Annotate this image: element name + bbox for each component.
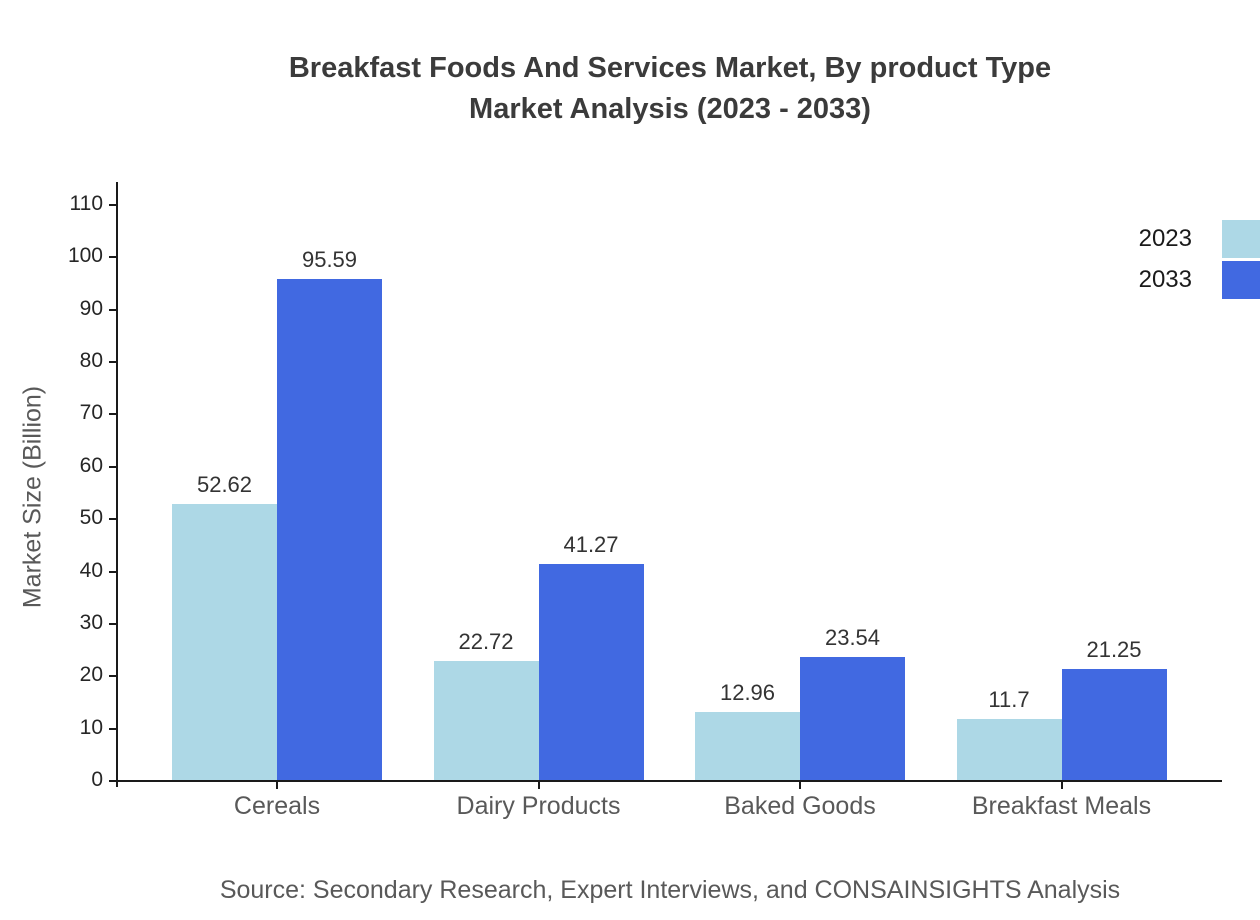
y-axis-tick-label: 100 bbox=[67, 244, 103, 268]
bar-value-label-2023-dairy-products: 22.72 bbox=[458, 629, 514, 655]
x-axis-category-label: Cereals bbox=[233, 792, 321, 820]
y-axis-tick-label: 90 bbox=[79, 296, 103, 320]
legend-item-2033: 2033 bbox=[1139, 261, 1260, 299]
legend: 2023 2033 bbox=[1139, 220, 1260, 299]
y-axis-tick-label: 60 bbox=[79, 453, 103, 477]
chart-title-line-2: Market Analysis (2023 - 2033) bbox=[469, 93, 871, 125]
bar-2023-dairy-products bbox=[433, 661, 539, 780]
y-axis-tick bbox=[109, 465, 116, 468]
y-axis-tick bbox=[109, 518, 116, 521]
chart-title: Breakfast Foods And Services Market, By … bbox=[80, 48, 1260, 130]
bar-2033-baked-goods bbox=[800, 656, 905, 780]
y-axis-tick-label: 50 bbox=[79, 506, 103, 530]
y-axis-tick bbox=[109, 570, 116, 573]
chart-title-line-1: Breakfast Foods And Services Market, By … bbox=[288, 52, 1052, 84]
y-axis-tick bbox=[109, 308, 116, 311]
y-axis-tick-label: 80 bbox=[79, 349, 103, 373]
x-axis-category-label: Breakfast Meals bbox=[971, 792, 1152, 820]
bar-value-label-2023-baked-goods: 12.96 bbox=[719, 680, 776, 706]
x-axis-tick bbox=[276, 782, 278, 789]
x-axis-tick bbox=[1060, 782, 1063, 789]
y-axis-tick-label: 30 bbox=[79, 610, 103, 634]
y-axis-tick bbox=[109, 256, 116, 259]
bar-value-label-2023-breakfast-meals: 11.7 bbox=[988, 686, 1030, 712]
bar-value-label-2023-cereals: 52.62 bbox=[196, 472, 253, 498]
y-axis-tick bbox=[109, 675, 116, 678]
y-axis-tick-label: 0 bbox=[91, 768, 103, 791]
bar-value-label-2033-dairy-products: 41.27 bbox=[563, 531, 619, 557]
x-axis-spine bbox=[116, 780, 1222, 782]
x-axis-tick bbox=[537, 782, 540, 789]
y-axis-tick bbox=[109, 727, 116, 730]
legend-swatch-2033 bbox=[1222, 261, 1260, 299]
legend-label-2033: 2033 bbox=[1138, 266, 1192, 293]
bar-2033-cereals bbox=[277, 279, 382, 780]
y-axis-tick bbox=[109, 780, 116, 782]
legend-item-2023: 2023 bbox=[1139, 220, 1260, 258]
y-axis-tick-label: 20 bbox=[79, 663, 103, 687]
bar-2023-baked-goods bbox=[695, 712, 800, 780]
bar-2033-breakfast-meals bbox=[1061, 668, 1167, 780]
x-axis-category-label: Dairy Products bbox=[456, 792, 621, 820]
bar-2033-dairy-products bbox=[538, 563, 644, 780]
y-axis-tick bbox=[109, 413, 116, 416]
y-axis-spine bbox=[116, 182, 118, 787]
x-axis-category-label: Baked Goods bbox=[724, 792, 876, 820]
y-axis-tick bbox=[109, 204, 116, 206]
y-axis-tick-label: 70 bbox=[79, 401, 103, 425]
y-axis-tick-label: 110 bbox=[69, 192, 103, 215]
y-axis-tick bbox=[109, 622, 116, 625]
bar-value-label-2033-cereals: 95.59 bbox=[301, 247, 358, 273]
legend-swatch-2023 bbox=[1222, 220, 1260, 258]
source-note: Source: Secondary Research, Expert Inter… bbox=[219, 876, 1121, 904]
bar-value-label-2033-baked-goods: 23.54 bbox=[824, 624, 881, 650]
bar-2023-cereals bbox=[172, 504, 277, 780]
legend-label-2023: 2023 bbox=[1138, 225, 1192, 252]
y-axis-tick-label: 40 bbox=[79, 558, 103, 582]
y-axis-tick bbox=[109, 361, 116, 364]
y-axis-tick-label: 10 bbox=[79, 715, 103, 739]
bar-2023-breakfast-meals bbox=[956, 718, 1062, 780]
x-axis-tick bbox=[799, 782, 801, 789]
bar-value-label-2033-breakfast-meals: 21.25 bbox=[1086, 636, 1142, 662]
